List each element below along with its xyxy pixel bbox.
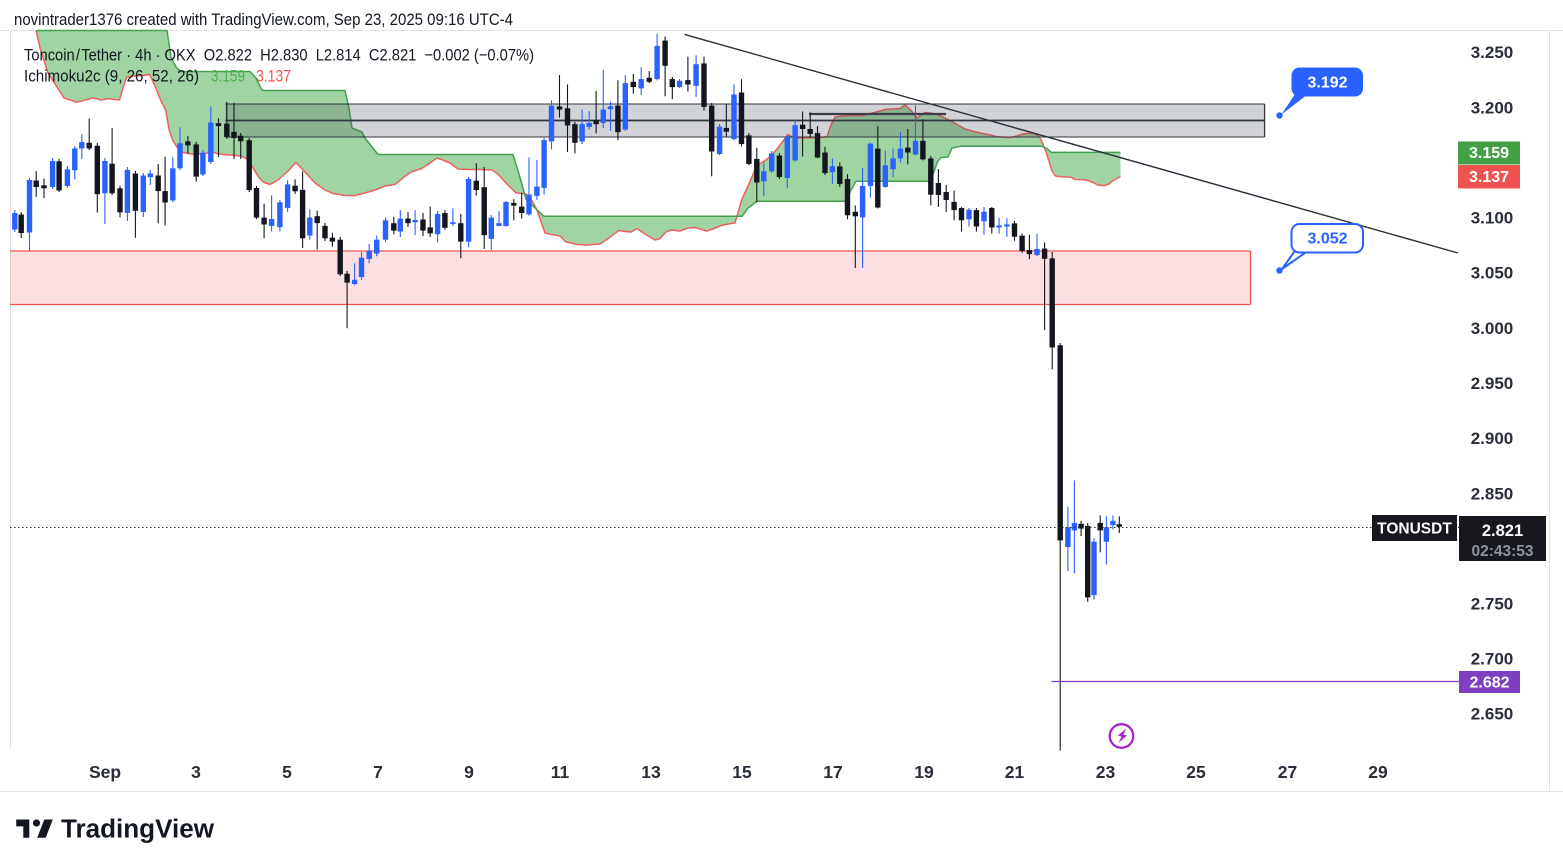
svg-text:Toncoin / Tether · 4h · OKX O: Toncoin / Tether · 4h · OKX O2.822 H2.83… <box>24 46 534 65</box>
svg-text:27: 27 <box>1278 762 1297 782</box>
svg-text:TradingView: TradingView <box>61 816 214 844</box>
svg-text:23: 23 <box>1096 762 1116 782</box>
svg-text:3.250: 3.250 <box>1471 43 1514 62</box>
svg-text:3.050: 3.050 <box>1471 264 1514 283</box>
svg-text:3.100: 3.100 <box>1471 209 1514 228</box>
svg-text:9: 9 <box>464 762 474 782</box>
svg-text:2.821: 2.821 <box>1482 522 1523 540</box>
svg-text:2.950: 2.950 <box>1471 374 1514 393</box>
svg-text:2.650: 2.650 <box>1471 705 1514 724</box>
svg-text:3.137: 3.137 <box>1469 169 1509 186</box>
svg-text:3: 3 <box>191 762 201 782</box>
svg-text:3.000: 3.000 <box>1471 319 1514 338</box>
svg-text:11: 11 <box>551 762 570 782</box>
svg-text:3.159: 3.159 <box>1469 145 1509 162</box>
svg-text:2.750: 2.750 <box>1471 595 1514 614</box>
svg-text:TONUSDT: TONUSDT <box>1377 521 1452 538</box>
svg-text:13: 13 <box>641 762 661 782</box>
svg-text:3.159: 3.159 <box>211 67 245 86</box>
svg-text:02:43:53: 02:43:53 <box>1471 543 1533 560</box>
svg-text:2.682: 2.682 <box>1469 675 1509 692</box>
svg-text:19: 19 <box>914 762 934 782</box>
svg-text:17: 17 <box>823 762 842 782</box>
svg-text:3.192: 3.192 <box>1307 75 1347 92</box>
svg-text:2.850: 2.850 <box>1471 485 1514 504</box>
svg-text:Sep: Sep <box>89 762 121 782</box>
svg-text:2.900: 2.900 <box>1471 429 1514 448</box>
svg-text:novintrader1376 created with T: novintrader1376 created with TradingView… <box>14 11 513 29</box>
svg-text:3.052: 3.052 <box>1307 231 1347 248</box>
svg-text:3.200: 3.200 <box>1471 99 1514 118</box>
svg-text:3.137: 3.137 <box>256 67 291 86</box>
svg-text:25: 25 <box>1186 762 1206 782</box>
svg-text:2.700: 2.700 <box>1471 650 1514 669</box>
svg-text:21: 21 <box>1005 762 1025 782</box>
svg-text:Ichimoku2c (9, 26, 52, 26): Ichimoku2c (9, 26, 52, 26) <box>24 67 199 86</box>
svg-text:7: 7 <box>373 762 383 782</box>
svg-text:5: 5 <box>282 762 292 782</box>
svg-text:29: 29 <box>1368 762 1388 782</box>
svg-text:15: 15 <box>732 762 752 782</box>
